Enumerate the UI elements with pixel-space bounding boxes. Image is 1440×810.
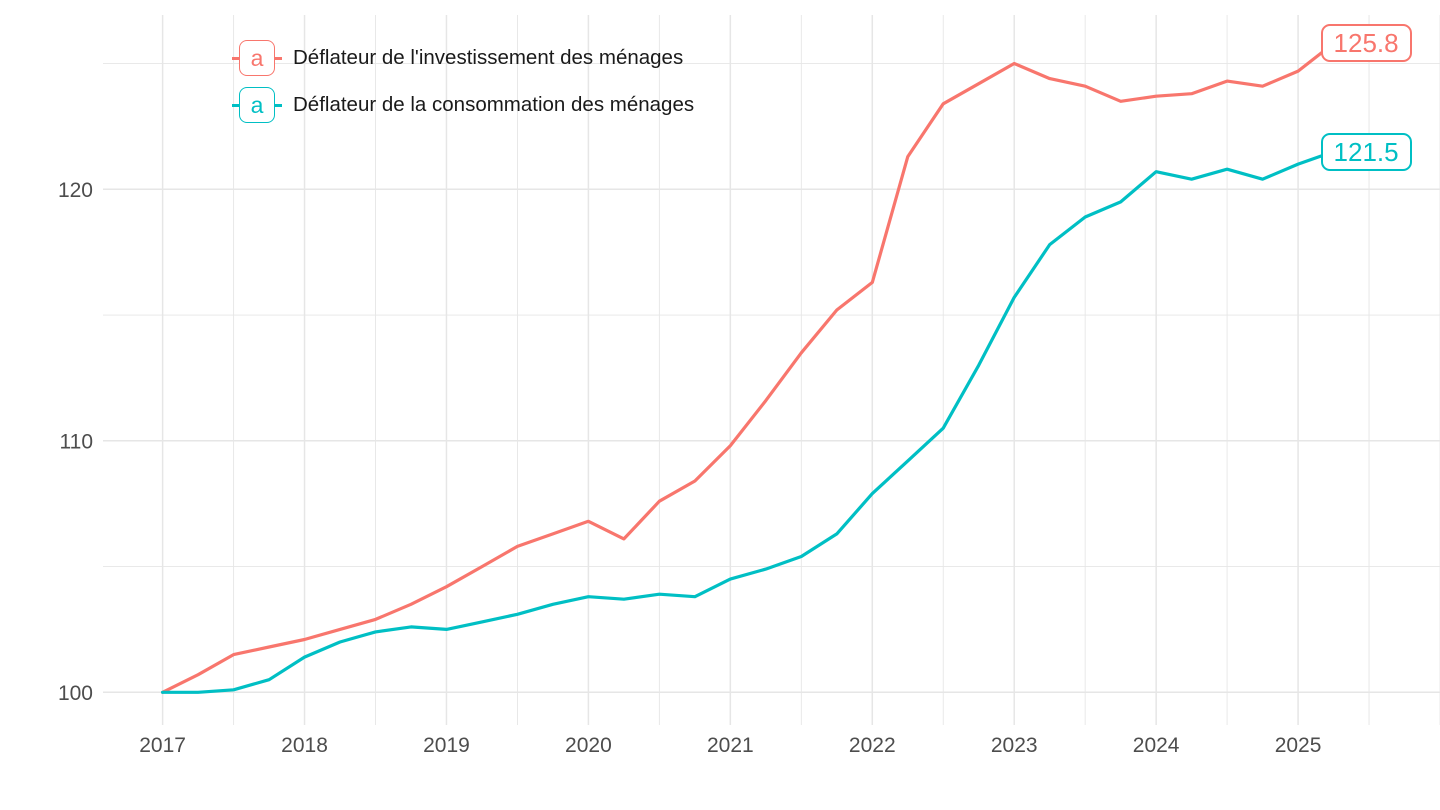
svg-text:2019: 2019 [423, 734, 470, 757]
svg-text:110: 110 [60, 430, 93, 453]
end-value-label-consumption: 121.5 [1320, 132, 1412, 171]
svg-text:2020: 2020 [565, 734, 612, 757]
legend-item-investment-deflator: a Déflateur de l'investissement des ména… [232, 40, 684, 76]
svg-text:2023: 2023 [991, 734, 1038, 757]
legend-key-glyph: a [250, 44, 264, 71]
legend-key-a-icon: a [232, 87, 282, 123]
svg-text:2024: 2024 [1133, 734, 1180, 757]
legend-item-consumption-deflator: a Déflateur de la consommation des ménag… [232, 87, 695, 123]
svg-text:2025: 2025 [1275, 734, 1322, 757]
svg-text:2017: 2017 [139, 734, 186, 757]
svg-text:2018: 2018 [281, 734, 328, 757]
end-value-label-investment: 125.8 [1320, 24, 1412, 63]
legend-label-investment-deflator: Déflateur de l'investissement des ménage… [293, 46, 684, 69]
svg-text:2022: 2022 [849, 734, 896, 757]
svg-text:120: 120 [58, 179, 93, 202]
svg-text:100: 100 [58, 682, 93, 705]
legend-key-glyph: a [250, 91, 264, 118]
legend-key-a-icon: a [232, 40, 282, 76]
legend-label-consumption-deflator: Déflateur de la consommation des ménages [293, 93, 695, 116]
svg-text:2021: 2021 [707, 734, 754, 757]
